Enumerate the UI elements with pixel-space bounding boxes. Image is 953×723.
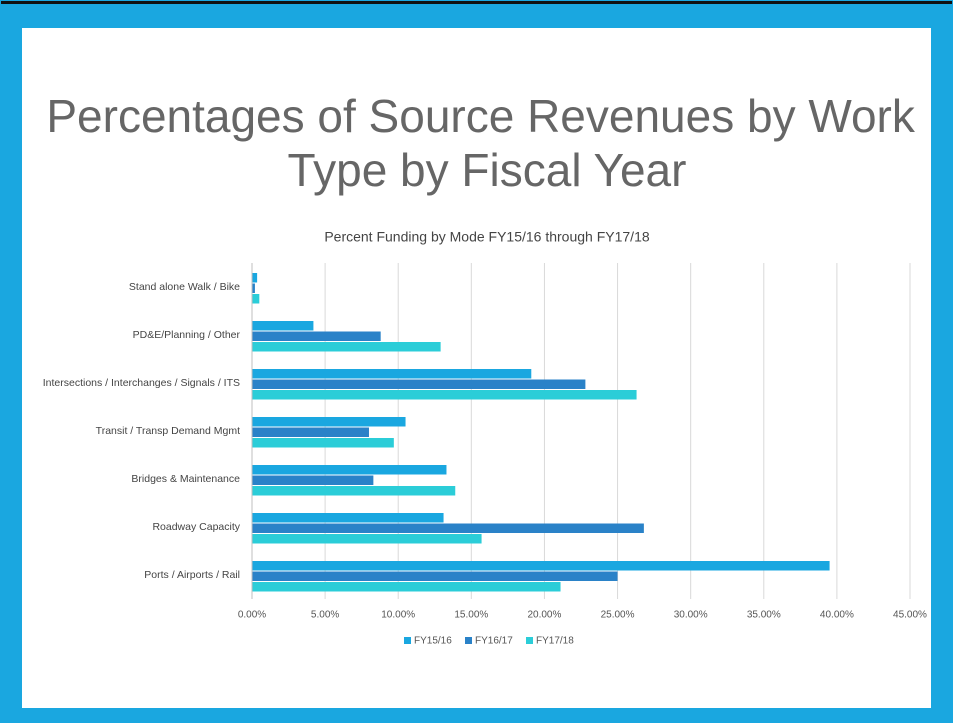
- bar: [252, 417, 406, 427]
- x-tick-label: 0.00%: [238, 610, 266, 621]
- legend-label: FY15/16: [414, 636, 452, 647]
- x-tick-label: 25.00%: [601, 610, 635, 621]
- slide-title: Percentages of Source Revenues by Work T…: [46, 90, 927, 196]
- bar: [252, 342, 441, 352]
- x-tick-label: 40.00%: [820, 610, 854, 621]
- legend-label: FY17/18: [536, 636, 574, 647]
- slide-title: Type by Fiscal Year: [288, 144, 687, 196]
- slide-body: [22, 28, 931, 708]
- bar: [252, 427, 369, 437]
- bar: [252, 475, 374, 485]
- legend-swatch: [526, 637, 533, 644]
- x-tick-label: 45.00%: [893, 610, 927, 621]
- y-tick-label: PD&E/Planning / Other: [133, 329, 241, 341]
- bar: [252, 561, 830, 571]
- bar: [252, 571, 618, 581]
- bar: [252, 438, 394, 448]
- bar: [252, 369, 532, 379]
- y-tick-label: Ports / Airports / Rail: [144, 569, 240, 581]
- bar: [252, 582, 561, 592]
- x-tick-label: 5.00%: [311, 610, 339, 621]
- y-tick-label: Roadway Capacity: [152, 521, 240, 533]
- bar: [252, 486, 456, 496]
- bar: [252, 294, 260, 304]
- bar: [252, 283, 255, 293]
- y-tick-label: Intersections / Interchanges / Signals /…: [43, 377, 240, 389]
- legend-swatch: [465, 637, 472, 644]
- legend-label: FY16/17: [475, 636, 513, 647]
- slide-edge: [1, 1, 952, 4]
- bar: [252, 390, 637, 400]
- slide-title: Percentages of Source Revenues by Work: [46, 90, 927, 142]
- bar: [252, 534, 482, 544]
- chart-subtitle: Percent Funding by Mode FY15/16 through …: [324, 229, 650, 245]
- x-tick-label: 35.00%: [747, 610, 781, 621]
- y-tick-label: Stand alone Walk / Bike: [129, 281, 240, 293]
- bar: [252, 321, 314, 331]
- y-tick-label: Bridges & Maintenance: [131, 473, 240, 485]
- bar: [252, 379, 586, 389]
- legend-swatch: [404, 637, 411, 644]
- bar: [252, 331, 381, 341]
- y-tick-label: Transit / Transp Demand Mgmt: [96, 425, 240, 437]
- bar: [252, 273, 258, 283]
- bar: [252, 465, 447, 475]
- bar: [252, 523, 644, 533]
- x-tick-label: 15.00%: [454, 610, 488, 621]
- bar: [252, 513, 444, 523]
- x-tick-label: 30.00%: [674, 610, 708, 621]
- x-tick-label: 10.00%: [381, 610, 415, 621]
- x-tick-label: 20.00%: [527, 610, 561, 621]
